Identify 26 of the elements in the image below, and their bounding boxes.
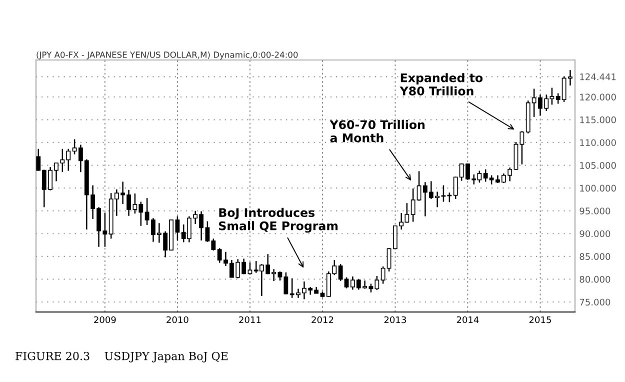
y-tick-label: 90.000 — [580, 230, 610, 238]
annotation: Y60-70 Trillion a Month — [330, 120, 425, 142]
caption: FIGURE 20.3 USDJPY Japan BoJ QE — [16, 352, 228, 362]
candlestick — [248, 262, 252, 276]
x-tick-label: 2009 — [94, 316, 116, 324]
chart-title: (JPY A0-FX - JAPANESE YEN/US DOLLAR,M) Dynamic,0:00-24:00 — [36, 51, 298, 60]
y-tick-label: 120.000 — [580, 94, 616, 100]
y-tick-label: 85.000 — [580, 253, 610, 260]
annotation: Expanded to Y80 Trillion — [400, 73, 483, 96]
candlestick — [175, 216, 180, 242]
y-tick-label: 105.000 — [580, 162, 616, 169]
candlestick — [72, 138, 77, 155]
x-tick-label: 2010 — [166, 316, 188, 324]
annotation: BoJ Introduces Small QE Program — [219, 208, 338, 233]
y-tick-label: 80.000 — [580, 276, 610, 283]
x-tick-label: 2015 — [529, 316, 551, 324]
y-tick-label: 115.000 — [580, 116, 616, 124]
x-tick-label: 2011 — [239, 316, 261, 324]
y-tick-label: 110.000 — [580, 139, 616, 146]
x-tick-label: 2014 — [456, 316, 479, 324]
x-tick-label: 2013 — [384, 316, 406, 324]
x-tick-label: 2012 — [312, 316, 334, 324]
y-tick-label: 124.441 — [580, 73, 616, 80]
y-tick-label: 75.000 — [580, 298, 610, 306]
y-tick-label: 100.000 — [580, 184, 616, 192]
y-tick-label: 95.000 — [580, 208, 610, 214]
